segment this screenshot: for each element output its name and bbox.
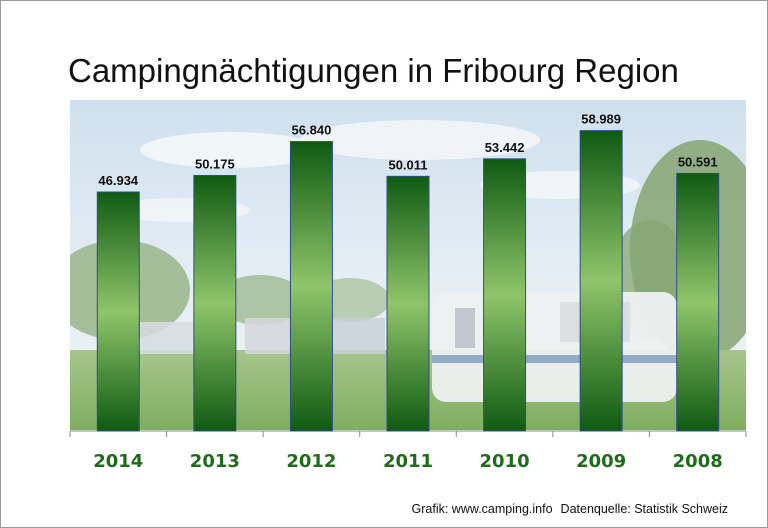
x-tick-label-2011: 2011 [383, 451, 433, 472]
bar-2010 [483, 158, 527, 432]
bar-2014 [96, 191, 140, 432]
bar-2008 [676, 172, 720, 432]
chart-title: Campingnächtigungen in Fribourg Region [68, 52, 679, 89]
value-label-2012: 56.840 [292, 123, 332, 138]
value-label-2010: 53.442 [485, 140, 525, 155]
x-tick-label-2010: 2010 [480, 451, 530, 472]
value-label-2009: 58.989 [581, 112, 621, 127]
bar-2013 [193, 174, 237, 432]
value-label-2013: 50.175 [195, 156, 235, 171]
x-tick-label-2012: 2012 [286, 451, 336, 472]
x-tick-label-2013: 2013 [190, 451, 240, 472]
source-text: Datenquelle: Statistik Schweiz [560, 502, 728, 516]
value-label-2014: 46.934 [98, 173, 139, 188]
credit-text: Grafik: www.camping.info [411, 502, 553, 516]
x-tick-label-2009: 2009 [576, 451, 626, 472]
bar-2012 [289, 141, 333, 432]
x-tick-label-2008: 2008 [673, 451, 723, 472]
bar-2011 [386, 175, 430, 432]
value-label-2011: 50.011 [388, 157, 427, 172]
chart-credits: Grafik: www.camping.info Datenquelle: Sta… [412, 502, 728, 516]
value-label-2008: 50.591 [678, 154, 718, 169]
x-tick-label-2014: 2014 [93, 451, 143, 472]
bar-2009 [579, 130, 623, 432]
